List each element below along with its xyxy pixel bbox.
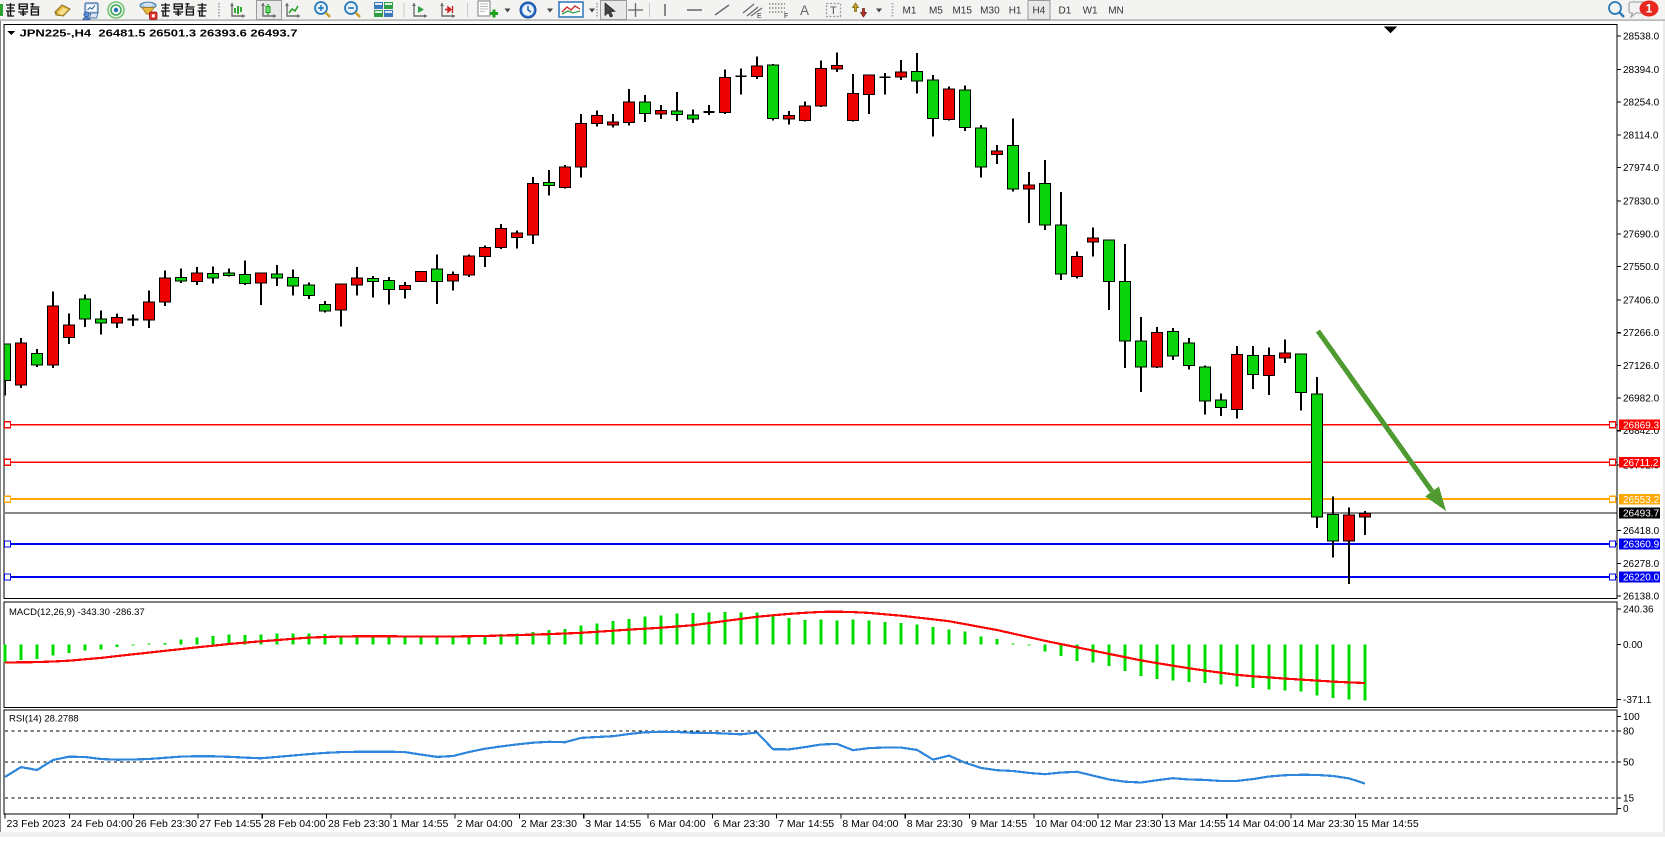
svg-text:-371.1: -371.1 (1623, 695, 1652, 706)
svg-text:27830.0: 27830.0 (1623, 197, 1660, 208)
svg-text:26418.0: 26418.0 (1623, 526, 1660, 537)
svg-text:26553.2: 26553.2 (1623, 495, 1660, 506)
svg-text:1: 1 (1646, 2, 1653, 16)
svg-text:24 Feb 04:00: 24 Feb 04:00 (71, 818, 133, 830)
svg-text:240.36: 240.36 (1623, 604, 1654, 615)
svg-text:27974.0: 27974.0 (1623, 163, 1660, 174)
svg-text:28 Feb 04:00: 28 Feb 04:00 (264, 818, 326, 830)
svg-text:9 Mar 14:55: 9 Mar 14:55 (971, 818, 1027, 830)
svg-text:26711.2: 26711.2 (1623, 458, 1659, 469)
svg-text:MACD(12,26,9) -343.30 -286.37: MACD(12,26,9) -343.30 -286.37 (9, 607, 145, 618)
svg-text:JPN225-,H4 26481.5 26501.3 26: JPN225-,H4 26481.5 26501.3 26393.6 26493… (20, 29, 299, 40)
svg-text:26220.0: 26220.0 (1623, 573, 1660, 584)
svg-text:14 Mar 04:00: 14 Mar 04:00 (1228, 818, 1290, 830)
svg-text:28 Feb 23:30: 28 Feb 23:30 (328, 818, 390, 830)
svg-text:3 Mar 14:55: 3 Mar 14:55 (585, 818, 641, 830)
svg-text:H1: H1 (1009, 6, 1022, 17)
svg-text:M5: M5 (929, 6, 943, 17)
svg-text:27126.0: 27126.0 (1623, 361, 1660, 372)
svg-text:0: 0 (1623, 804, 1629, 815)
svg-text:M15: M15 (952, 6, 972, 17)
svg-text:6 Mar 04:00: 6 Mar 04:00 (650, 818, 706, 830)
svg-text:12 Mar 23:30: 12 Mar 23:30 (1100, 818, 1162, 830)
svg-text:27 Feb 14:55: 27 Feb 14:55 (199, 818, 261, 830)
svg-text:2 Mar 23:30: 2 Mar 23:30 (521, 818, 577, 830)
svg-text:100: 100 (1623, 712, 1640, 723)
svg-text:26869.3: 26869.3 (1623, 420, 1660, 431)
svg-text:MN: MN (1108, 6, 1124, 17)
svg-text:14 Mar 23:30: 14 Mar 23:30 (1293, 818, 1355, 830)
svg-text:RSI(14) 28.2788: RSI(14) 28.2788 (9, 714, 79, 725)
svg-text:8 Mar 04:00: 8 Mar 04:00 (842, 818, 898, 830)
svg-text:26278.0: 26278.0 (1623, 559, 1660, 570)
svg-text:50: 50 (1623, 758, 1635, 769)
svg-text:E: E (757, 13, 762, 20)
svg-text:13 Mar 14:55: 13 Mar 14:55 (1164, 818, 1226, 830)
svg-text:7 Mar 14:55: 7 Mar 14:55 (778, 818, 834, 830)
svg-text:26982.0: 26982.0 (1623, 394, 1660, 405)
svg-text:27690.0: 27690.0 (1623, 229, 1660, 240)
svg-text:6 Mar 23:30: 6 Mar 23:30 (714, 818, 770, 830)
svg-text:28254.0: 28254.0 (1623, 98, 1660, 109)
svg-text:T: T (830, 5, 837, 17)
svg-text:15 Mar 14:55: 15 Mar 14:55 (1357, 818, 1419, 830)
svg-text:26493.7: 26493.7 (1623, 509, 1660, 520)
svg-text:15: 15 (1623, 794, 1635, 805)
svg-text:A: A (800, 3, 809, 18)
svg-text:D1: D1 (1059, 6, 1072, 17)
svg-text:10 Mar 04:00: 10 Mar 04:00 (1035, 818, 1097, 830)
svg-text:W1: W1 (1083, 6, 1098, 17)
svg-text:26 Feb 23:30: 26 Feb 23:30 (135, 818, 197, 830)
svg-text:1 Mar 14:55: 1 Mar 14:55 (392, 818, 448, 830)
svg-text:27406.0: 27406.0 (1623, 296, 1660, 307)
svg-text:23 Feb 2023: 23 Feb 2023 (7, 818, 66, 830)
svg-text:0.00: 0.00 (1623, 640, 1643, 651)
svg-text:M1: M1 (903, 6, 917, 17)
svg-text:28538.0: 28538.0 (1623, 31, 1660, 42)
svg-text:F: F (784, 13, 788, 20)
svg-text:26138.0: 26138.0 (1623, 592, 1660, 603)
svg-text:28114.0: 28114.0 (1623, 130, 1659, 141)
svg-text:27266.0: 27266.0 (1623, 328, 1660, 339)
svg-text:M30: M30 (980, 6, 1000, 17)
svg-text:80: 80 (1623, 727, 1635, 738)
svg-text:26360.9: 26360.9 (1623, 540, 1660, 551)
svg-text:2 Mar 04:00: 2 Mar 04:00 (457, 818, 513, 830)
svg-text:H4: H4 (1033, 6, 1046, 17)
svg-text:8 Mar 23:30: 8 Mar 23:30 (907, 818, 963, 830)
svg-text:27550.0: 27550.0 (1623, 262, 1660, 273)
svg-text:28394.0: 28394.0 (1623, 65, 1660, 76)
